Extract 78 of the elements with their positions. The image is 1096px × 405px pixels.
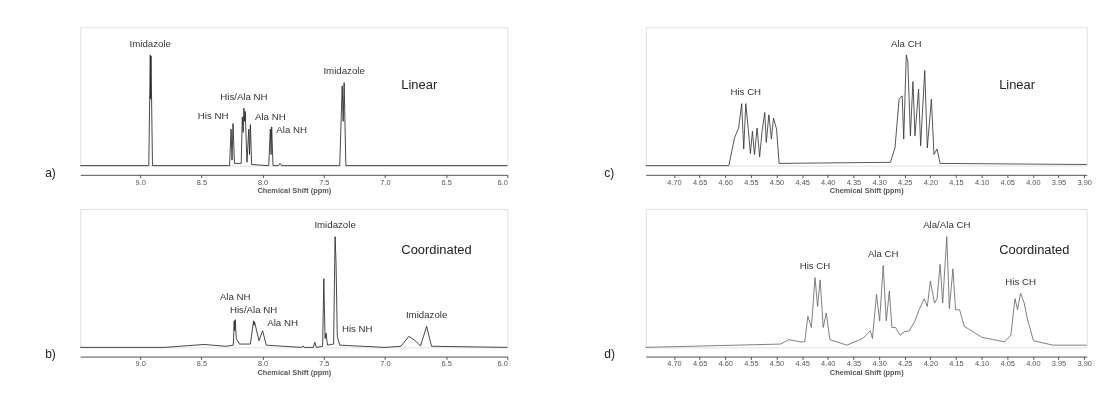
- x-tick-label: 4.25: [898, 359, 913, 369]
- x-tick-label: 4.20: [923, 359, 939, 369]
- annotation: Imidazole: [323, 65, 365, 77]
- x-tick-label: 4.05: [1000, 177, 1015, 187]
- annotation: His CH: [799, 260, 831, 272]
- annotation: Linear: [999, 77, 1036, 93]
- x-tick-label: 4.45: [795, 359, 810, 369]
- x-tick-label: 4.45: [795, 177, 810, 187]
- x-tick-label: 4.15: [949, 359, 964, 369]
- x-tick-label: 4.20: [923, 177, 939, 187]
- annotation: Ala NH: [267, 317, 298, 329]
- x-tick-label: 4.00: [1026, 359, 1041, 369]
- x-tick-label: 4.30: [872, 177, 887, 187]
- x-axis-title: Chemical Shift (ppm): [829, 185, 905, 195]
- x-tick-label: 4.15: [949, 177, 964, 187]
- annotation: Ala NH: [219, 291, 251, 303]
- x-tick-label: 7.0: [380, 359, 391, 369]
- x-tick-label: 4.40: [821, 359, 836, 369]
- x-tick-label: 4.30: [872, 359, 887, 369]
- annotation: Ala NH: [255, 111, 286, 123]
- annotation: His NH: [341, 322, 373, 334]
- x-tick-label: 4.10: [974, 177, 990, 187]
- x-tick-label: 8.5: [196, 359, 208, 369]
- x-tick-label: 4.60: [718, 359, 733, 369]
- x-tick-label: 4.10: [974, 359, 990, 369]
- x-tick-label: 4.65: [692, 177, 708, 187]
- x-tick-label: 4.05: [1000, 359, 1015, 369]
- annotation: Ala CH: [890, 37, 922, 49]
- x-tick-label: 8.5: [196, 177, 208, 187]
- x-axis-title: Chemical Shift (ppm): [257, 367, 332, 377]
- text: d): [604, 347, 615, 362]
- x-tick-label: 4.70: [667, 177, 682, 187]
- x-tick-label: 3.95: [1051, 359, 1067, 369]
- x-tick-label: 6.0: [497, 177, 508, 187]
- x-tick-label: 4.35: [846, 359, 862, 369]
- x-tick-label: 4.40: [821, 177, 836, 187]
- annotation: Coordinated: [999, 242, 1070, 258]
- x-tick-label: 4.50: [769, 359, 785, 369]
- x-tick-label: 6.5: [441, 359, 452, 369]
- x-tick-label: 7.0: [380, 177, 391, 187]
- text: a): [45, 165, 56, 180]
- x-axis-title: Chemical Shift (ppm): [257, 185, 332, 195]
- x-tick-label: 3.95: [1051, 177, 1067, 187]
- x-tick-label: 8.0: [257, 359, 269, 369]
- annotation: Ala NH: [276, 124, 307, 136]
- x-tick-label: 3.90: [1077, 177, 1092, 187]
- annotation: His CH: [730, 86, 762, 98]
- text: b): [45, 347, 56, 362]
- x-tick-label: 8.0: [257, 177, 269, 187]
- x-tick-label: 4.00: [1026, 177, 1041, 187]
- x-axis-title: Chemical Shift (ppm): [829, 367, 905, 377]
- annotation: His CH: [1005, 275, 1036, 287]
- annotation: Imidazole: [405, 309, 448, 321]
- x-tick-label: 9.0: [135, 177, 146, 187]
- x-tick-label: 7.5: [319, 177, 330, 187]
- x-tick-label: 4.55: [744, 359, 759, 369]
- x-tick-label: 7.5: [319, 359, 330, 369]
- annotation: His/Ala NH: [220, 90, 268, 102]
- x-tick-label: 6.5: [441, 177, 452, 187]
- annotation: Imidazole: [129, 37, 171, 49]
- annotation: Ala CH: [867, 248, 899, 260]
- annotation: His NH: [197, 109, 229, 121]
- annotation: Coordinated: [401, 242, 472, 258]
- annotation: Imidazole: [314, 219, 356, 231]
- x-tick-label: 9.0: [135, 359, 146, 369]
- x-tick-label: 4.25: [898, 177, 913, 187]
- annotation: His/Ala NH: [229, 303, 278, 315]
- x-tick-label: 4.35: [846, 177, 862, 187]
- x-tick-label: 4.50: [769, 177, 785, 187]
- annotation: Linear: [401, 77, 438, 93]
- text: c): [604, 165, 615, 180]
- x-tick-label: 3.90: [1077, 359, 1092, 369]
- x-tick-label: 4.65: [692, 359, 708, 369]
- x-tick-label: 6.0: [497, 359, 508, 369]
- x-tick-label: 4.70: [667, 359, 682, 369]
- x-tick-label: 4.60: [718, 177, 733, 187]
- x-tick-label: 4.55: [744, 177, 759, 187]
- annotation: Ala/Ala CH: [923, 219, 971, 231]
